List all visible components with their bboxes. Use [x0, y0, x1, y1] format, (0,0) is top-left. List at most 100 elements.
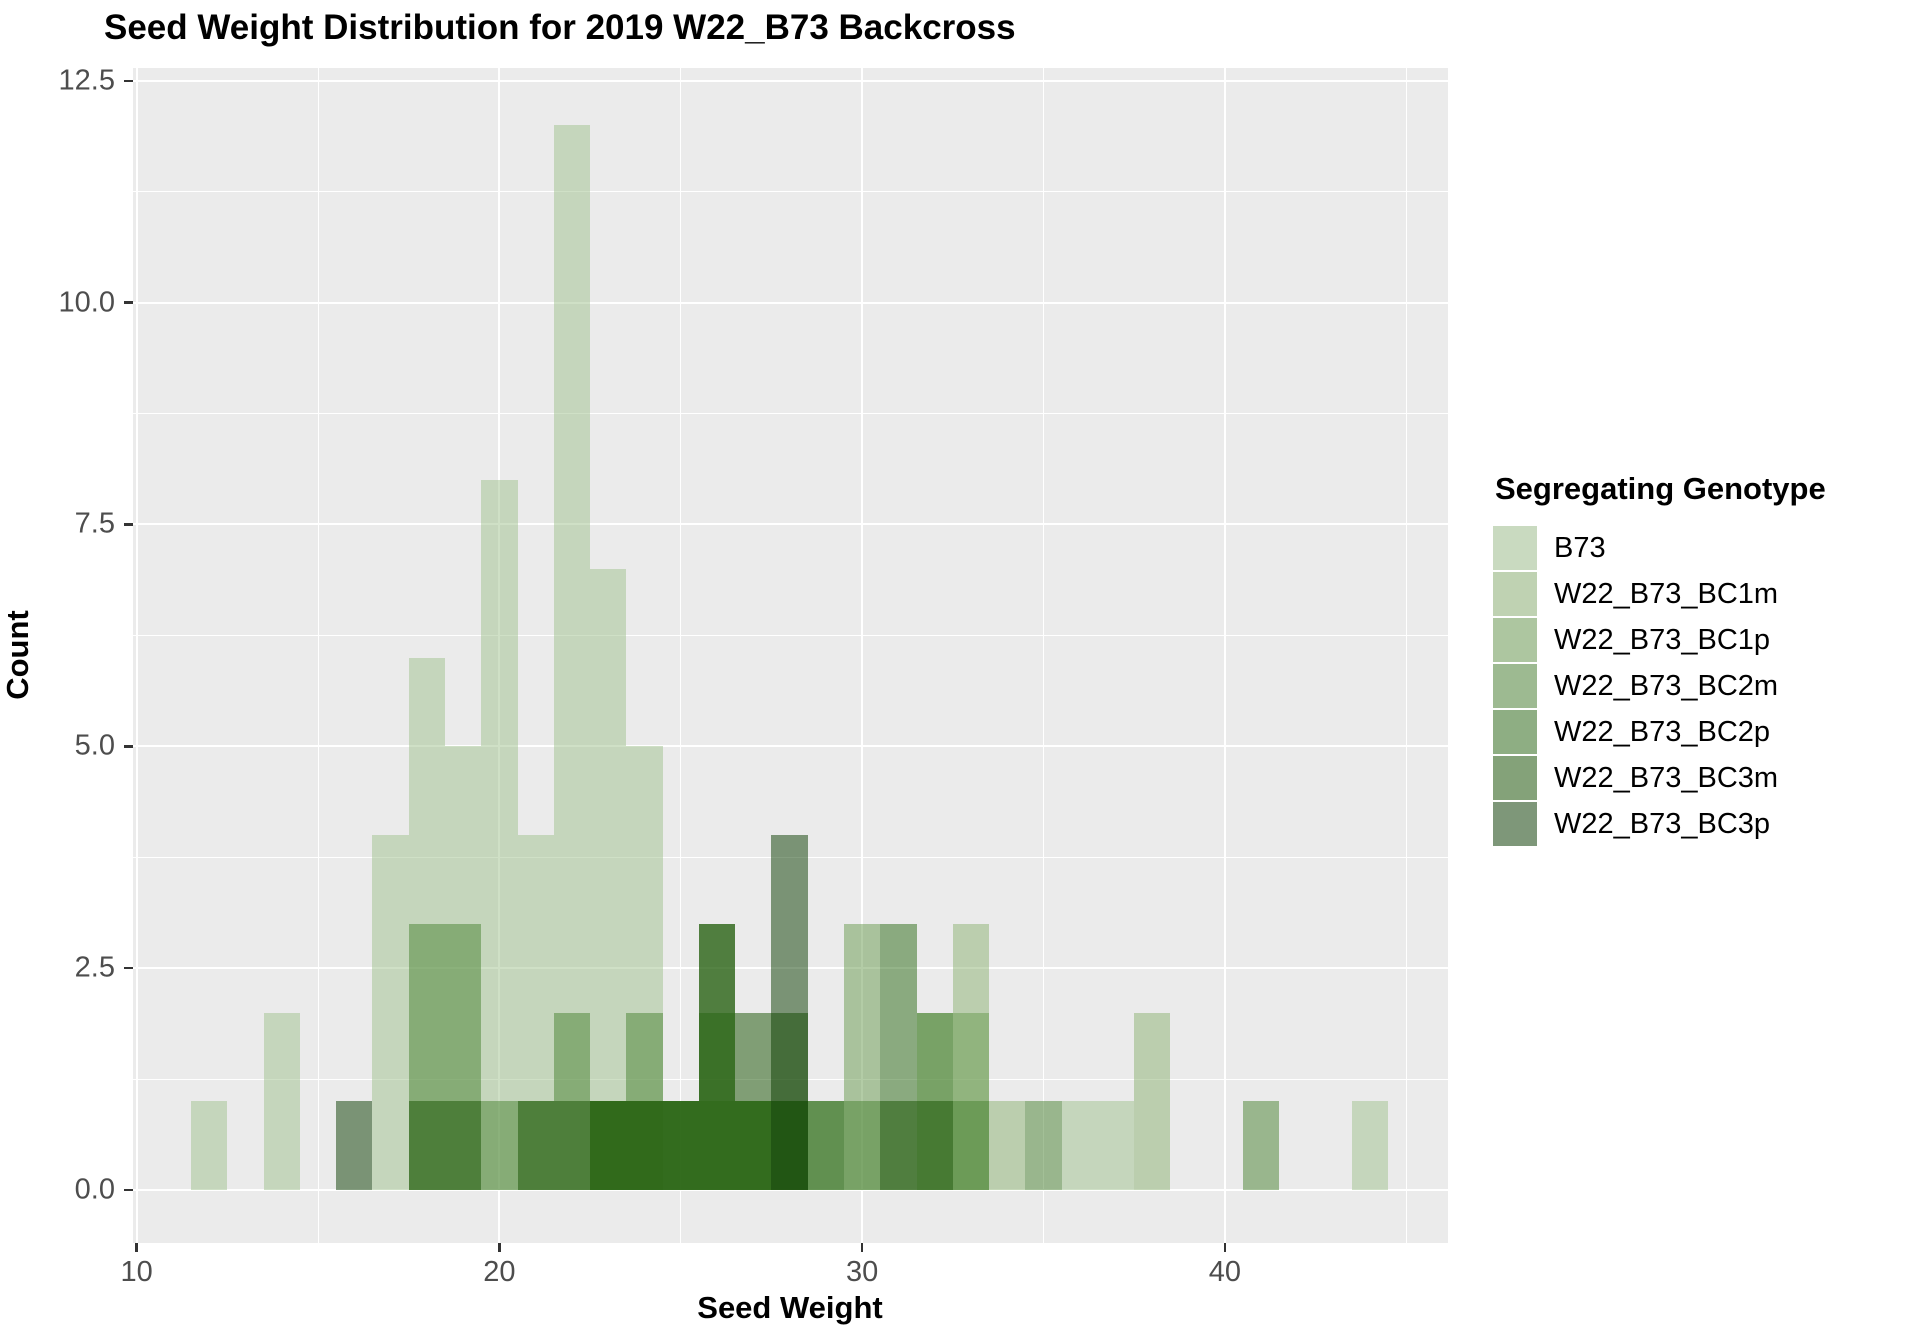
histogram-bar-B73 — [372, 835, 409, 1190]
histogram-bar-W22_B73_BC2m — [481, 1101, 518, 1190]
legend-title: Segregating Genotype — [1495, 471, 1826, 506]
y-tick-label: 5.0 — [74, 729, 115, 762]
gridline-major-horizontal — [133, 79, 1448, 82]
gridline-minor-horizontal — [133, 413, 1448, 415]
gridline-minor-vertical — [1405, 68, 1407, 1243]
histogram-bar-B73 — [263, 1012, 300, 1190]
legend-label: W22_B73_BC3p — [1554, 807, 1771, 840]
gridline-minor-vertical — [1043, 68, 1045, 1243]
histogram-bar-W22_B73_BC1m — [989, 1101, 1026, 1190]
x-tick-mark — [135, 1243, 138, 1252]
y-tick-mark — [124, 79, 133, 82]
legend-swatch-fill — [1493, 526, 1537, 570]
legend-swatch-fill — [1493, 710, 1537, 754]
legend-swatch-fill — [1493, 756, 1537, 800]
plot-panel — [133, 68, 1448, 1243]
legend-swatch — [1493, 710, 1537, 754]
histogram-bar-W22_B73_BC3m — [444, 1101, 482, 1190]
gridline-minor-vertical — [680, 68, 682, 1243]
gridline-major-vertical — [135, 68, 138, 1243]
legend-swatch-fill — [1493, 802, 1537, 846]
histogram-bar-W22_B73_BC3p — [336, 1101, 373, 1190]
legend-item: B73 — [1493, 525, 1826, 571]
histogram-bar-B73 — [191, 1101, 228, 1190]
legend-item: W22_B73_BC3p — [1493, 801, 1826, 847]
y-tick-label: 7.5 — [74, 507, 115, 540]
legend-items: B73 W22_B73_BC1m W22_B73_BC1p W22_B73_BC2m W… — [1493, 525, 1826, 847]
histogram-bar-W22_B73_BC3m — [590, 1101, 627, 1190]
histogram-bar-W22_B73_BC2m — [1243, 1101, 1280, 1190]
y-axis-title: Count — [0, 610, 35, 700]
legend-item: W22_B73_BC3m — [1493, 755, 1826, 801]
y-tick-label: 12.5 — [58, 64, 115, 97]
legend-swatch-fill — [1493, 572, 1537, 616]
histogram-bar-B73 — [590, 568, 627, 1190]
gridline-major-horizontal — [133, 1189, 1448, 1191]
legend-item: W22_B73_BC1m — [1493, 571, 1826, 617]
legend: Segregating Genotype B73 W22_B73_BC1m W22_… — [1493, 471, 1826, 847]
x-tick-label: 10 — [120, 1256, 153, 1288]
y-tick-mark — [124, 1188, 133, 1192]
histogram-bar-W22_B73_BC3m — [916, 1101, 953, 1190]
histogram-bar-W22_B73_BC3m — [698, 923, 736, 1190]
histogram-bar-W22_B73_BC3m — [626, 1101, 663, 1190]
histogram-bar-B73 — [1097, 1101, 1135, 1190]
y-tick-mark — [124, 301, 133, 304]
histogram-bar-W22_B73_BC2m — [952, 1101, 990, 1190]
y-tick-label: 10.0 — [58, 286, 115, 319]
histogram-bar-W22_B73_BC3m — [553, 1101, 591, 1190]
gridline-major-vertical — [1223, 68, 1226, 1243]
legend-swatch — [1493, 802, 1537, 846]
gridline-major-horizontal — [133, 301, 1448, 304]
x-axis-title: Seed Weight — [697, 1290, 883, 1325]
gridline-minor-horizontal — [133, 191, 1448, 193]
histogram-bar-W22_B73_BC3m — [735, 1012, 772, 1190]
legend-swatch-fill — [1493, 618, 1537, 662]
gridline-major-vertical — [861, 68, 864, 1243]
histogram-bar-B73 — [481, 480, 518, 1190]
histogram-bar-B73 — [553, 125, 591, 1190]
legend-label: W22_B73_BC1p — [1554, 623, 1771, 656]
chart-title: Seed Weight Distribution for 2019 W22_B7… — [104, 8, 1016, 47]
legend-label: W22_B73_BC1m — [1554, 577, 1779, 610]
y-tick-label: 2.5 — [74, 951, 115, 984]
histogram-bar-W22_B73_BC3m — [408, 1101, 445, 1190]
histogram-bar-W22_B73_BC2p — [807, 1101, 844, 1190]
x-tick-mark — [1223, 1243, 1227, 1252]
y-tick-label: 0.0 — [74, 1173, 115, 1206]
legend-swatch — [1493, 618, 1537, 662]
legend-swatch — [1493, 756, 1537, 800]
legend-swatch — [1493, 526, 1537, 570]
legend-item: W22_B73_BC2p — [1493, 709, 1826, 755]
histogram-bar-W22_B73_BC1m — [1134, 1012, 1171, 1190]
x-tick-label: 40 — [1208, 1256, 1242, 1288]
histogram-bar-W22_B73_BC3p — [771, 835, 808, 1190]
x-tick-label: 20 — [483, 1256, 516, 1288]
histogram-bar-W22_B73_BC3m — [662, 1101, 699, 1190]
y-tick-mark — [124, 523, 133, 526]
legend-label: W22_B73_BC2p — [1554, 715, 1771, 748]
y-tick-mark — [124, 745, 133, 748]
x-tick-label: 30 — [846, 1256, 879, 1288]
legend-item: W22_B73_BC2m — [1493, 663, 1826, 709]
legend-item: W22_B73_BC1p — [1493, 617, 1826, 663]
gridline-minor-horizontal — [133, 634, 1448, 636]
histogram-bar-W22_B73_BC3m — [517, 1101, 554, 1190]
legend-label: W22_B73_BC2m — [1554, 669, 1779, 702]
gridline-minor-vertical — [317, 68, 319, 1243]
legend-swatch — [1493, 572, 1537, 616]
histogram-bar-W22_B73_BC3m — [880, 1101, 917, 1190]
x-tick-mark — [860, 1243, 864, 1252]
histogram-bar-W22_B73_BC2m — [844, 1101, 881, 1190]
legend-label: B73 — [1554, 531, 1606, 564]
legend-swatch — [1493, 664, 1537, 708]
x-tick-mark — [498, 1243, 501, 1252]
gridline-major-horizontal — [133, 523, 1448, 526]
gridline-major-horizontal — [133, 745, 1448, 748]
legend-label: W22_B73_BC3m — [1554, 761, 1779, 794]
histogram-bar-W22_B73_BC2m — [1025, 1101, 1062, 1190]
histogram-bar-B73 — [1351, 1101, 1389, 1190]
histogram-bar-B73 — [1061, 1101, 1098, 1190]
legend-swatch-fill — [1493, 664, 1537, 708]
y-tick-mark — [124, 966, 133, 970]
